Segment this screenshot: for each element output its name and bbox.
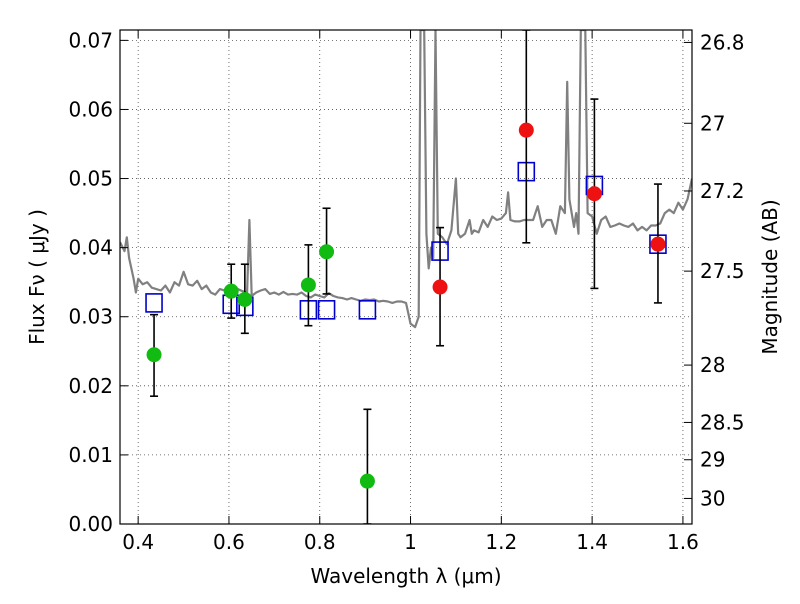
plot-frame: [119, 29, 693, 525]
y-tick-label: 0.04: [68, 236, 113, 260]
y-axis-label: Flux Fν ( μJy ): [25, 209, 49, 345]
y-tick-label: 0.03: [68, 305, 113, 329]
x-tick-label: 0.6: [213, 530, 245, 554]
y-tick-label: 0.07: [68, 28, 113, 52]
optical-flux-point: [359, 473, 375, 489]
y2-tick-label: 30: [700, 486, 725, 510]
plot-background: [120, 30, 692, 524]
optical-flux-point: [223, 283, 239, 299]
model-spectrum-line: [120, 30, 692, 329]
nir-flux-point: [432, 279, 448, 295]
y-tick-label: 0.06: [68, 97, 113, 121]
y2-tick-label: 28.5: [700, 410, 745, 434]
optical-flux-point: [237, 291, 253, 307]
optical-flux-point: [300, 277, 316, 293]
model-photometry-square: [145, 293, 163, 313]
x-tick-label: 0.4: [122, 530, 154, 554]
model-photometry-square: [358, 300, 377, 320]
y2-axis-label: Magnitude (AB): [758, 199, 782, 354]
y2-tick-label: 27.2: [700, 179, 745, 203]
y-tick-label: 0.02: [68, 374, 113, 398]
y-tick-label: 0.00: [68, 512, 113, 536]
x-tick-label: 1.4: [576, 530, 608, 554]
y2-tick-label: 27.5: [700, 259, 745, 283]
x-tick-label: 1: [404, 530, 417, 554]
nir-flux-point: [518, 122, 534, 138]
x-tick-label: 0.8: [304, 530, 336, 554]
errorbar-layer: [146, 30, 666, 524]
nir-flux-point: [586, 186, 602, 202]
optical-flux-point: [146, 347, 162, 363]
model-photometry-square: [317, 300, 336, 320]
y2-tick-label: 27: [700, 111, 725, 135]
optical-flux-point: [319, 244, 335, 260]
y2-tick-label: 26.8: [700, 30, 745, 54]
y2-tick-label: 29: [700, 448, 725, 472]
x-axis-label: Wavelength λ (μm): [310, 564, 501, 588]
y-tick-label: 0.05: [68, 167, 113, 191]
x-tick-label: 1.6: [667, 530, 699, 554]
y-tick-label: 0.01: [68, 443, 113, 467]
x-tick-label: 1.2: [485, 530, 517, 554]
axis-layer: 0.4 0.6 0.8 1 1.2 1.4 1.6 0.00 0.01 0.02 0.03 0.04 0…: [68, 28, 744, 554]
nir-flux-point: [650, 236, 666, 252]
y2-tick-label: 28: [700, 353, 725, 377]
